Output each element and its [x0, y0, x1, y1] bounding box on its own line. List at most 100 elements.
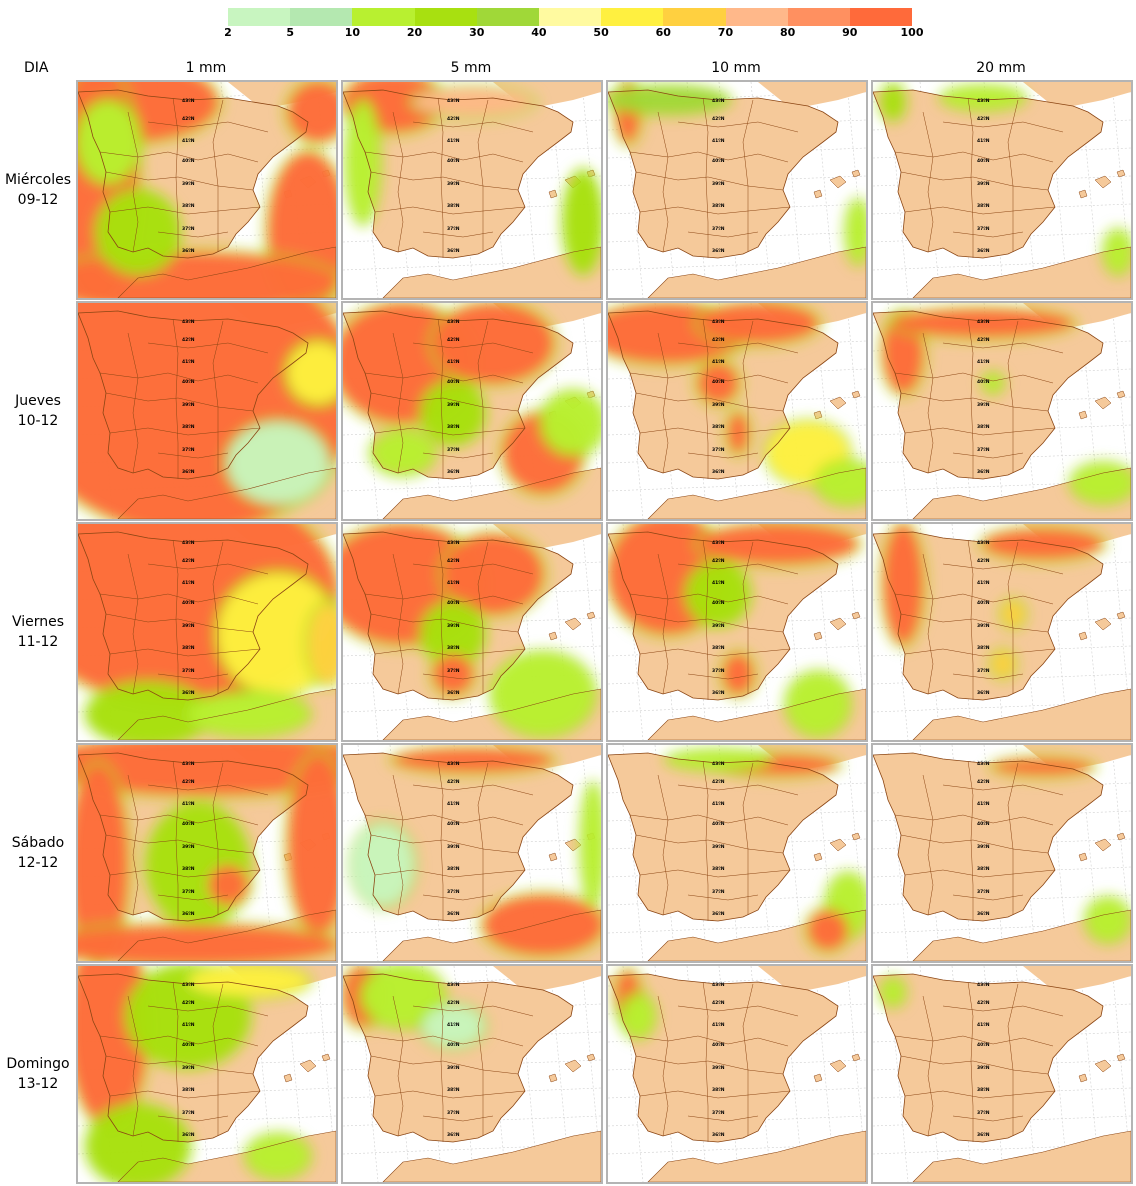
- latitude-label: 41ºN: [977, 801, 990, 807]
- iberia-precipitation-map: 43ºN 42ºN 41ºN 40ºN 39ºN 38ºN 37ºN 36ºN: [873, 966, 1131, 1182]
- iberia-precipitation-map: 43ºN 42ºN 41ºN 40ºN 39ºN 38ºN 37ºN 36ºN: [78, 745, 336, 961]
- iberia-precipitation-map: 43ºN 42ºN 41ºN 40ºN 39ºN 38ºN 37ºN 36ºN: [343, 745, 601, 961]
- iberia-precipitation-map: 43ºN 42ºN 41ºN 40ºN 39ºN 38ºN 37ºN 36ºN: [608, 303, 866, 519]
- iberia-precipitation-map: 43ºN 42ºN 41ºN 40ºN 39ºN 38ºN 37ºN 36ºN: [78, 82, 336, 298]
- latitude-label: 42ºN: [712, 1000, 725, 1006]
- latitude-label: 39ºN: [712, 844, 725, 850]
- latitude-label: 38ºN: [712, 1087, 725, 1093]
- latitude-label: 40ºN: [712, 1042, 725, 1048]
- latitude-label: 41ºN: [447, 138, 460, 144]
- legend-tick-label: 80: [779, 26, 796, 39]
- latitude-label: 36ºN: [712, 248, 725, 254]
- legend-swatch: [601, 8, 664, 26]
- latitude-label: 41ºN: [182, 1022, 195, 1028]
- legend-tick-label: 5: [286, 26, 294, 39]
- latitude-label: 39ºN: [182, 623, 195, 629]
- latitude-label: 38ºN: [712, 645, 725, 651]
- latitude-label: 37ºN: [712, 447, 725, 453]
- latitude-label: 43ºN: [712, 98, 725, 104]
- latitude-label: 41ºN: [712, 580, 725, 586]
- map-panel: 43ºN 42ºN 41ºN 40ºN 39ºN 38ºN 37ºN 36ºN: [871, 301, 1133, 521]
- latitude-label: 36ºN: [182, 690, 195, 696]
- latitude-label: 43ºN: [712, 982, 725, 988]
- latitude-label: 37ºN: [182, 226, 195, 232]
- latitude-label: 43ºN: [712, 761, 725, 767]
- latitude-label: 40ºN: [712, 600, 725, 606]
- latitude-label: 43ºN: [977, 98, 990, 104]
- latitude-label: 42ºN: [712, 116, 725, 122]
- latitude-label: 37ºN: [447, 668, 460, 674]
- row-day: Sábado: [11, 835, 65, 851]
- legend-tick-label: 50: [593, 26, 609, 39]
- latitude-label: 40ºN: [182, 158, 195, 164]
- legend-swatch: [414, 8, 477, 26]
- latitude-label: 43ºN: [182, 540, 195, 546]
- latitude-label: 37ºN: [977, 447, 990, 453]
- latitude-label: 38ºN: [182, 1087, 195, 1093]
- latitude-label: 40ºN: [447, 379, 460, 385]
- column-header-20mm: 20 mm: [976, 60, 1026, 76]
- latitude-label: 36ºN: [447, 911, 460, 917]
- latitude-label: 42ºN: [182, 779, 195, 785]
- map-panel: 43ºN 42ºN 41ºN 40ºN 39ºN 38ºN 37ºN 36ºN: [76, 964, 338, 1184]
- latitude-label: 40ºN: [977, 158, 990, 164]
- latitude-label: 42ºN: [977, 779, 990, 785]
- map-panel: 43ºN 42ºN 41ºN 40ºN 39ºN 38ºN 37ºN 36ºN: [341, 743, 603, 963]
- latitude-label: 36ºN: [447, 248, 460, 254]
- latitude-label: 43ºN: [447, 761, 460, 767]
- latitude-label: 39ºN: [712, 1065, 725, 1071]
- iberia-precipitation-map: 43ºN 42ºN 41ºN 40ºN 39ºN 38ºN 37ºN 36ºN: [873, 745, 1131, 961]
- latitude-label: 36ºN: [977, 1132, 990, 1138]
- legend-swatch: [228, 8, 291, 26]
- column-header-10mm: 10 mm: [711, 60, 761, 76]
- latitude-label: 36ºN: [977, 248, 990, 254]
- map-panel: 43ºN 42ºN 41ºN 40ºN 39ºN 38ºN 37ºN 36ºN: [341, 522, 603, 742]
- latitude-label: 37ºN: [447, 889, 460, 895]
- latitude-label: 42ºN: [977, 1000, 990, 1006]
- column-header-1mm: 1 mm: [185, 60, 227, 76]
- latitude-label: 37ºN: [977, 889, 990, 895]
- latitude-label: 41ºN: [447, 801, 460, 807]
- iberia-precipitation-map: 43ºN 42ºN 41ºN 40ºN 39ºN 38ºN 37ºN 36ºN: [78, 524, 336, 740]
- iberia-precipitation-map: 43ºN 42ºN 41ºN 40ºN 39ºN 38ºN 37ºN 36ºN: [873, 82, 1131, 298]
- latitude-label: 38ºN: [182, 424, 195, 430]
- legend-tick-label: 60: [655, 26, 671, 39]
- latitude-label: 38ºN: [182, 866, 195, 872]
- latitude-label: 36ºN: [447, 690, 460, 696]
- latitude-label: 40ºN: [977, 379, 990, 385]
- latitude-label: 37ºN: [712, 1110, 725, 1116]
- latitude-label: 41ºN: [712, 138, 725, 144]
- latitude-label: 40ºN: [977, 1042, 990, 1048]
- row-day: Miércoles: [4, 172, 72, 188]
- latitude-label: 37ºN: [977, 1110, 990, 1116]
- latitude-label: 38ºN: [977, 1087, 990, 1093]
- latitude-label: 43ºN: [712, 540, 725, 546]
- latitude-label: 41ºN: [977, 1022, 990, 1028]
- map-panel: 43ºN 42ºN 41ºN 40ºN 39ºN 38ºN 37ºN 36ºN: [76, 522, 338, 742]
- latitude-label: 38ºN: [447, 203, 460, 209]
- map-panel: 43ºN 42ºN 41ºN 40ºN 39ºN 38ºN 37ºN 36ºN: [606, 301, 868, 521]
- latitude-label: 40ºN: [182, 600, 195, 606]
- legend-swatch: [787, 8, 850, 26]
- latitude-label: 42ºN: [977, 116, 990, 122]
- map-panel: 43ºN 42ºN 41ºN 40ºN 39ºN 38ºN 37ºN 36ºN: [606, 964, 868, 1184]
- latitude-label: 39ºN: [447, 181, 460, 187]
- latitude-label: 38ºN: [447, 1087, 460, 1093]
- iberia-precipitation-map: 43ºN 42ºN 41ºN 40ºN 39ºN 38ºN 37ºN 36ºN: [78, 966, 336, 1182]
- latitude-label: 42ºN: [447, 116, 460, 122]
- iberia-precipitation-map: 43ºN 42ºN 41ºN 40ºN 39ºN 38ºN 37ºN 36ºN: [343, 82, 601, 298]
- latitude-label: 39ºN: [977, 623, 990, 629]
- row-day: Viernes: [11, 614, 65, 630]
- iberia-precipitation-map: 43ºN 42ºN 41ºN 40ºN 39ºN 38ºN 37ºN 36ºN: [608, 966, 866, 1182]
- latitude-label: 41ºN: [447, 580, 460, 586]
- latitude-label: 42ºN: [977, 337, 990, 343]
- latitude-label: 38ºN: [712, 203, 725, 209]
- legend-tick-label: 40: [531, 26, 547, 39]
- latitude-label: 36ºN: [712, 1132, 725, 1138]
- latitude-label: 40ºN: [182, 379, 195, 385]
- latitude-label: 42ºN: [712, 337, 725, 343]
- latitude-label: 39ºN: [712, 623, 725, 629]
- latitude-label: 43ºN: [712, 319, 725, 325]
- latitude-label: 36ºN: [447, 1132, 460, 1138]
- latitude-label: 38ºN: [977, 424, 990, 430]
